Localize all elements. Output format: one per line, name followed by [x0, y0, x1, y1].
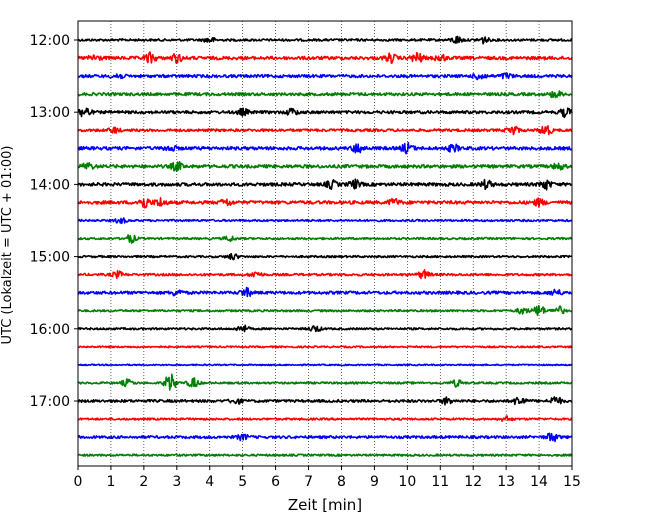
x-tick-label-4: 4 [205, 474, 214, 490]
y-tick-label-15:00: 15:00 [30, 250, 70, 266]
x-tick-label-14: 14 [530, 474, 548, 490]
x-tick-label-15: 15 [563, 474, 581, 490]
plot-frame [77, 20, 573, 467]
y-tick-label-12:00: 12:00 [30, 33, 70, 49]
seismic-trace-18 [77, 345, 573, 349]
x-tick-label-1: 1 [106, 474, 115, 490]
x-tick-label-9: 9 [370, 474, 379, 490]
seismic-trace-16 [77, 304, 573, 316]
seismic-trace-4 [77, 90, 573, 99]
seismic-trace-14 [77, 269, 573, 280]
seismic-trace-3 [77, 72, 573, 81]
seismic-trace-7 [77, 141, 573, 155]
x-axis-label: Zeit [min] [288, 496, 362, 514]
seismic-trace-8 [77, 161, 573, 172]
seismic-trace-13 [77, 252, 573, 261]
seismic-trace-9 [77, 178, 573, 191]
y-axis-ticks: 12:00 13:00 14:00 15:00 16:00 17:00 [30, 33, 78, 410]
seismic-trace-2 [77, 51, 573, 64]
y-tick-label-14:00: 14:00 [30, 177, 70, 193]
seismic-trace-6 [77, 125, 573, 136]
seismic-trace-21 [77, 396, 573, 406]
x-tick-label-6: 6 [271, 474, 280, 490]
x-tick-label-8: 8 [337, 474, 346, 490]
seismic-trace-15 [77, 286, 573, 298]
x-tick-label-7: 7 [304, 474, 313, 490]
seismic-trace-11 [77, 217, 573, 225]
x-tick-label-13: 13 [497, 474, 515, 490]
seismic-trace-12 [77, 234, 573, 244]
seismic-trace-22 [77, 415, 573, 422]
y-tick-label-16:00: 16:00 [30, 322, 70, 338]
x-tick-label-0: 0 [74, 474, 83, 490]
x-tick-label-10: 10 [398, 474, 416, 490]
x-tick-label-2: 2 [139, 474, 148, 490]
seismic-traces [77, 35, 573, 457]
y-tick-label-13:00: 13:00 [30, 105, 70, 121]
seismic-trace-23 [77, 432, 573, 443]
x-tick-label-12: 12 [464, 474, 482, 490]
x-tick-label-5: 5 [238, 474, 247, 490]
seismic-trace-5 [77, 107, 573, 119]
y-axis-label: UTC (Lokalzeit = UTC + 01:00) [0, 146, 15, 345]
x-tick-label-3: 3 [172, 474, 181, 490]
seismic-trace-17 [77, 324, 573, 333]
seismic-trace-20 [77, 373, 573, 391]
y-tick-label-17:00: 17:00 [30, 394, 70, 410]
seismic-trace-19 [77, 363, 573, 367]
x-axis-ticks: 0 1 2 3 4 5 6 7 8 9 10 11 12 13 14 15 [74, 466, 581, 490]
seismic-trace-10 [77, 197, 573, 209]
vertical-gridlines [110, 21, 540, 466]
seismic-trace-24 [77, 453, 573, 457]
x-tick-label-11: 11 [431, 474, 449, 490]
seismic-trace-1 [77, 35, 573, 45]
